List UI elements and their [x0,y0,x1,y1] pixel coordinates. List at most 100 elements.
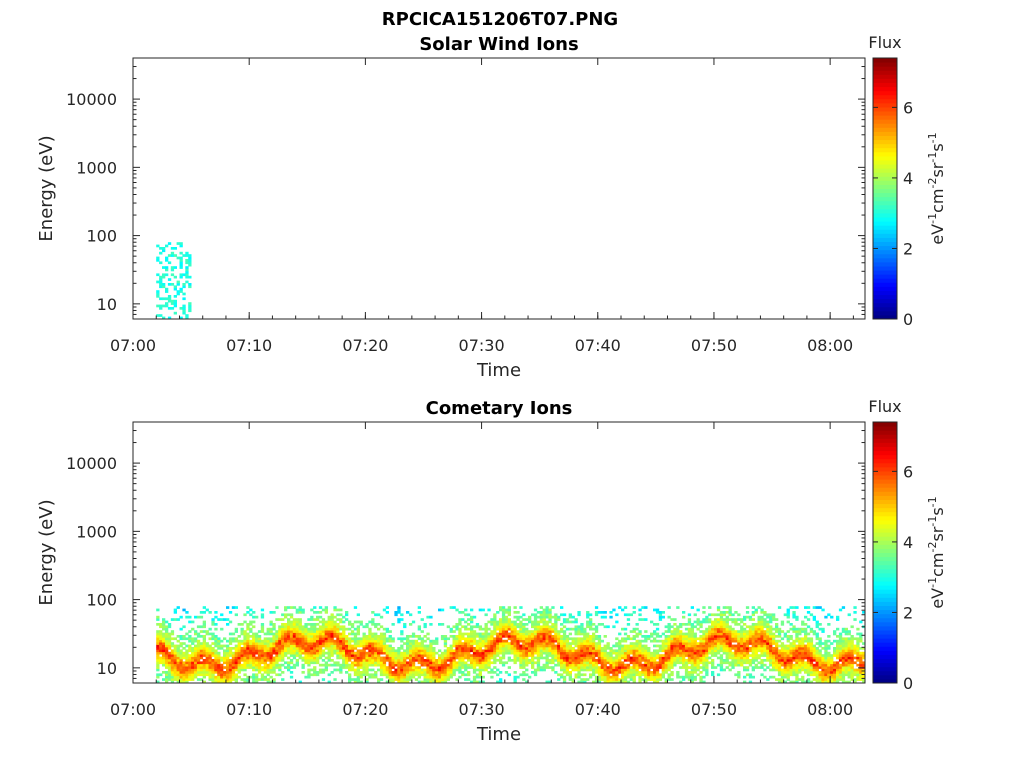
spectrogram-cell [809,666,814,669]
spectrogram-cell [199,673,204,677]
spectrogram-cell [214,651,218,655]
spectrogram-cell [699,620,703,624]
spectrogram-cell [513,647,517,650]
spectrogram-cell [522,635,526,638]
spectrogram-cell [348,675,352,679]
spectrogram-cell [316,627,320,631]
spectrogram-cell [365,637,369,641]
spectrogram-cell [345,644,349,648]
spectrogram-cell [638,671,642,674]
spectrogram-cell [745,611,750,614]
spectrogram-cell [292,637,297,641]
spectrogram-cell [519,630,523,633]
spectrogram-cell [714,649,718,653]
spectrogram-cell [185,637,189,641]
spectrogram-cell [440,675,445,679]
spectrogram-cell [188,302,192,305]
spectrogram-cell [167,642,172,645]
spectrogram-cell [350,663,355,667]
spectrogram-cell [487,608,491,612]
spectrogram-cell [647,647,651,650]
spectrogram-cell [504,632,509,636]
spectrogram-cell [292,663,297,667]
spectrogram-cell [345,654,349,657]
spectrogram-cell [528,649,532,653]
spectrogram-cell [612,656,616,660]
spectrogram-cell [452,671,456,674]
spectrogram-cell [173,649,177,653]
colorbar-segment [873,294,897,300]
spectrogram-cell [446,637,450,641]
spectrogram-cell [318,656,323,660]
spectrogram-cell [548,625,552,629]
spectrogram-cell [673,661,677,665]
spectrogram-cell [658,675,663,679]
spectrogram-cell [676,661,680,665]
spectrogram-cell [318,627,323,631]
spectrogram-cell [542,656,546,660]
spectrogram-cell [568,656,572,660]
spectrogram-cell [333,625,337,629]
spectrogram-cell [234,644,238,648]
spectrogram-cell [809,661,814,665]
spectrogram-cell [278,618,282,621]
spectrogram-cell [545,627,549,631]
spectrogram-cell [307,663,311,667]
spectrogram-cell [458,656,462,660]
spectrogram-cell [577,613,581,617]
spectrogram-cell [734,654,738,657]
spectrogram-cell [615,675,619,679]
spectrogram-cell [743,639,747,643]
spectrogram-cell [621,649,625,653]
spectrogram-cell [455,623,459,626]
spectrogram-cell [260,623,265,626]
spectrogram-cell [586,620,590,624]
spectrogram-cell [281,644,285,648]
colorbar-segment [873,265,897,271]
spectrogram-cell [589,635,593,638]
spectrogram-cell [188,620,192,624]
spectrogram-cell [719,635,724,638]
spectrogram-cell [690,673,694,677]
spectrogram-cell [287,644,291,648]
spectrogram-cell [272,644,276,648]
spectrogram-cell [702,618,706,621]
spectrogram-cell [449,659,453,662]
spectrogram-cell [388,666,392,669]
spectrogram-cell [196,651,201,655]
spectrogram-cell [673,627,677,631]
spectrogram-cell [185,254,189,257]
spectrogram-cell [214,678,218,681]
spectrogram-cell [417,649,421,653]
spectrogram-cell [792,663,796,667]
spectrogram-cell [499,659,503,662]
spectrogram-cell [237,671,241,674]
spectrogram-cell [406,668,410,672]
spectrogram-cell [379,647,384,650]
spectrogram-cell [420,649,424,653]
colorbar-segment [873,249,897,255]
spectrogram-cell [162,635,166,638]
spectrogram-cell [661,675,665,679]
spectrogram-cell [789,680,793,684]
spectrogram-cell [287,618,291,621]
spectrogram-cell [531,637,535,641]
spectrogram-cell [470,644,474,648]
spectrogram-cell [597,659,602,662]
spectrogram-cell [568,651,572,655]
spectrogram-cell [589,625,593,629]
spectrogram-cell [371,618,375,621]
spectrogram-cell [673,659,677,662]
spectrogram-cell [484,656,488,660]
spectrogram-cell [772,649,776,653]
spectrogram-cell [775,639,779,643]
spectrogram-cell [586,678,590,681]
spectrogram-cell [475,661,480,665]
spectrogram-cell [307,654,311,657]
spectrogram-cell [167,632,172,636]
spectrogram-cell [594,666,599,669]
spectrogram-cell [298,637,302,641]
spectrogram-cell [748,659,753,662]
spectrogram-cell [455,663,459,667]
spectrogram-cell [446,663,450,667]
